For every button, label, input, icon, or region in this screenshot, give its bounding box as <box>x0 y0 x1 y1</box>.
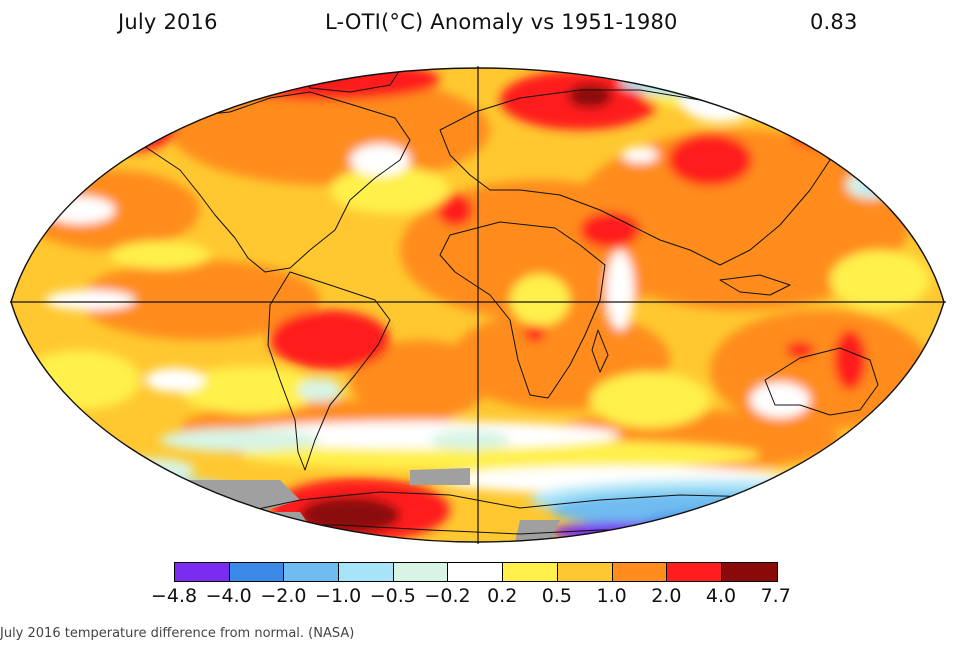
coastline-eurasia <box>439 89 831 266</box>
color-scale-tick-label: −1.0 <box>315 585 362 607</box>
color-scale-segment <box>557 563 613 581</box>
anomaly-patches <box>20 68 930 542</box>
color-scale-tick-label: 2.0 <box>651 585 682 607</box>
color-scale-tick-label: 7.7 <box>760 585 791 607</box>
map-main-title: L-OTI(°C) Anomaly vs 1951-1980 <box>325 10 678 34</box>
global-mean-value: 0.83 <box>810 10 858 34</box>
image-caption: July 2016 temperature difference from no… <box>0 626 355 641</box>
color-scale-segment <box>503 563 558 581</box>
color-scale-segment <box>448 563 504 581</box>
color-scale-segment <box>393 563 449 581</box>
coastline-africa <box>439 221 606 399</box>
coastline-north-america <box>119 91 411 273</box>
anomaly-field <box>11 68 944 542</box>
coastline-madagascar <box>591 329 609 373</box>
globe-outline <box>10 67 945 543</box>
missing-data-region <box>515 520 560 542</box>
color-scale-bar <box>174 562 778 582</box>
color-scale-tick-label: −4.8 <box>150 585 198 607</box>
color-scale-segment <box>175 563 230 581</box>
color-scale-tick-label: −2.0 <box>260 585 307 607</box>
color-scale-segment <box>339 563 394 581</box>
color-scale-tick-label: −4.0 <box>205 585 252 607</box>
color-scale-tick-label: −0.2 <box>424 585 471 607</box>
temperature-anomaly-map <box>10 66 946 544</box>
coastline-indonesia <box>719 274 791 296</box>
color-scale-tick-label: 1.0 <box>596 585 627 607</box>
map-date-title: July 2016 <box>118 10 218 34</box>
color-scale-tick-label: 0.5 <box>541 585 572 607</box>
missing-data-region <box>130 480 300 512</box>
color-scale-tick-label: 0.2 <box>487 585 518 607</box>
color-scale-segment <box>721 563 777 581</box>
color-scale-ticks: −4.8 −4.0 −2.0 −1.0 −0.5 −0.2 0.2 0.5 1.0 2.0 4.0 7… <box>0 585 976 609</box>
color-scale-tick-label: −0.5 <box>369 585 416 607</box>
coastline-australia <box>764 347 879 416</box>
missing-data-region <box>410 468 470 485</box>
coastline-greenland <box>299 68 401 93</box>
color-scale-segment <box>667 563 722 581</box>
color-scale-segment <box>612 563 668 581</box>
color-scale-tick-label: 4.0 <box>705 585 737 607</box>
color-scale-segment <box>284 563 340 581</box>
color-scale-segment <box>229 563 285 581</box>
coastline-south-america <box>267 271 391 471</box>
